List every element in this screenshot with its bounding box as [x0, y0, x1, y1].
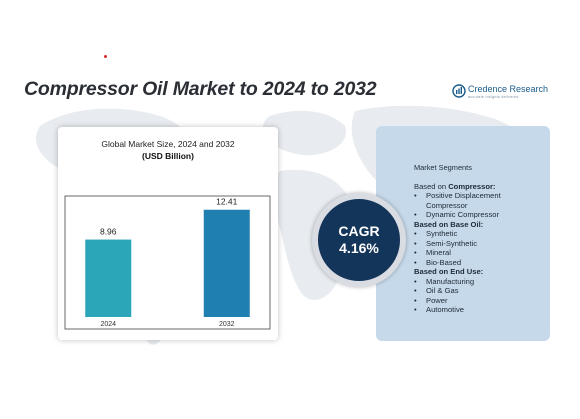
- list-item: Bio-Based: [414, 258, 544, 268]
- segment-heading-name: Based on Base Oil:: [414, 219, 484, 229]
- brand-logo[interactable]: Credence Research accurate insights deli…: [452, 82, 552, 106]
- list-item: Oil & Gas: [414, 286, 544, 296]
- data-label-2032: 12.41: [216, 197, 238, 207]
- segments-title: Market Segments: [414, 163, 472, 172]
- segment-items-end-use: Manufacturing Oil & Gas Power Automotive: [414, 277, 544, 315]
- red-dot-mark: [104, 55, 107, 58]
- cagr-badge: CAGR 4.16%: [312, 193, 406, 287]
- bar-2024: [85, 239, 132, 317]
- list-item: Power: [414, 296, 544, 306]
- cagr-value: 4.16%: [339, 240, 379, 256]
- segment-heading-compressor: Based on Compressor:: [414, 182, 544, 192]
- segment-heading-name: Based on End Use:: [414, 267, 484, 276]
- chart-title: Global Market Size, 2024 and 2032: [101, 139, 235, 149]
- brand-tagline: accurate insights delivered: [468, 95, 519, 99]
- list-item: Dynamic Compressor: [414, 210, 544, 220]
- segment-heading-name: Compressor:: [448, 181, 496, 191]
- list-item: Synthetic: [414, 229, 544, 239]
- segments-list: Market Segments Based on Compressor: Pos…: [414, 163, 544, 315]
- list-item: Semi-Synthetic: [414, 239, 544, 249]
- brand-logo-icon: [452, 84, 466, 98]
- cagr-label: CAGR: [338, 223, 380, 239]
- bar-chart: 8.96 2024 12.41 2032: [64, 195, 271, 330]
- segment-heading-end-use: Based on End Use:: [414, 267, 544, 277]
- chart-subtitle: (USD Billion): [142, 151, 194, 161]
- segment-heading-prefix: Based on: [414, 181, 449, 191]
- page-title: Compressor Oil Market to 2024 to 2032: [24, 78, 377, 100]
- list-item: Manufacturing: [414, 277, 544, 287]
- x-tick-label-2024: 2024: [100, 321, 116, 328]
- data-label-2024: 8.96: [100, 227, 117, 237]
- segment-items-base-oil: Synthetic Semi-Synthetic Mineral Bio-Bas…: [414, 229, 544, 267]
- segment-heading-base-oil: Based on Base Oil:: [414, 220, 544, 230]
- bar-2032: [203, 209, 250, 317]
- list-item: Positive Displacement Compressor: [414, 191, 544, 210]
- segment-items-compressor: Positive Displacement Compressor Dynamic…: [414, 191, 544, 220]
- list-item: Mineral: [414, 248, 544, 258]
- brand-name: Credence Research: [468, 84, 549, 94]
- market-size-chart-panel: Global Market Size, 2024 and 2032 (USD B…: [58, 127, 278, 340]
- list-item: Automotive: [414, 305, 544, 315]
- plot-frame: [64, 195, 271, 330]
- x-tick-label-2032: 2032: [219, 321, 235, 328]
